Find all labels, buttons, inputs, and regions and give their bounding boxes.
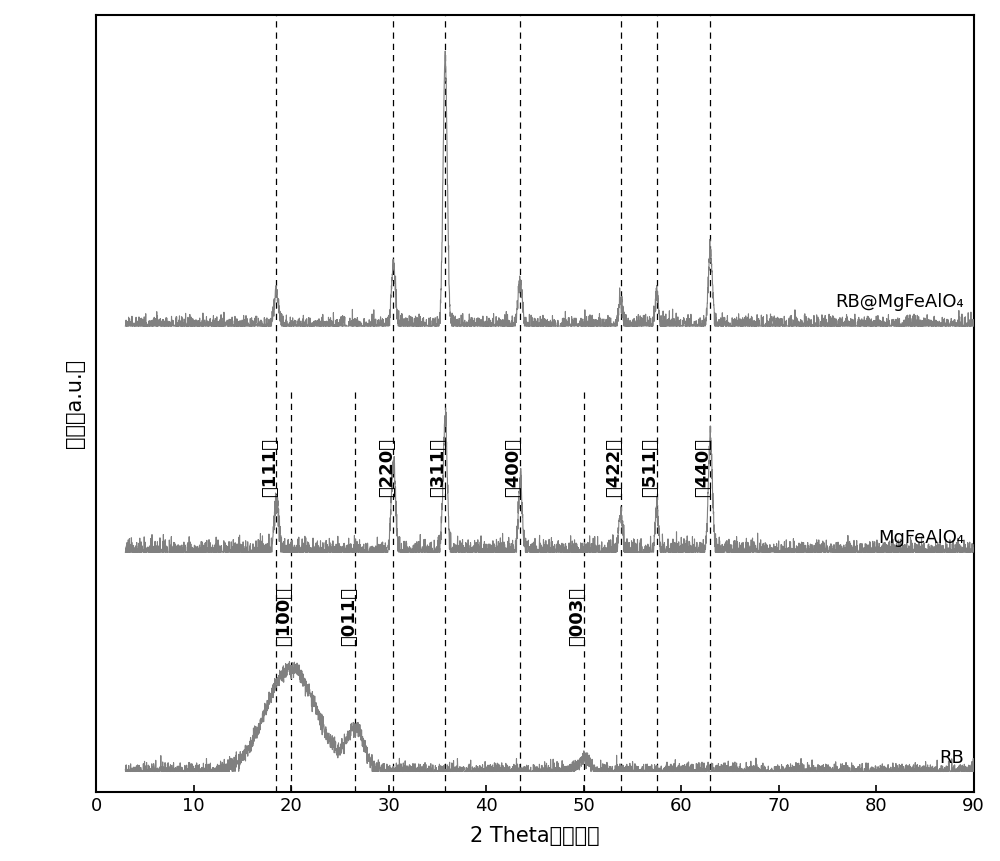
Text: （100）: （100） xyxy=(275,587,293,647)
Text: RB@MgFeAlO₄: RB@MgFeAlO₄ xyxy=(835,293,964,311)
Text: （422）: （422） xyxy=(605,438,623,498)
Text: （440）: （440） xyxy=(695,438,713,498)
Text: （400）: （400） xyxy=(504,438,522,498)
Text: （511）: （511） xyxy=(641,438,659,498)
Text: （311）: （311） xyxy=(429,438,447,498)
Text: RB: RB xyxy=(939,749,964,767)
Text: MgFeAlO₄: MgFeAlO₄ xyxy=(878,530,964,548)
Y-axis label: 强度（a.u.）: 强度（a.u.） xyxy=(65,359,85,448)
X-axis label: 2 Theta（角度）: 2 Theta（角度） xyxy=(470,826,600,846)
Text: （011）: （011） xyxy=(340,587,358,647)
Text: （220）: （220） xyxy=(378,438,396,498)
Text: （111）: （111） xyxy=(261,438,279,498)
Text: （003）: （003） xyxy=(568,587,586,647)
